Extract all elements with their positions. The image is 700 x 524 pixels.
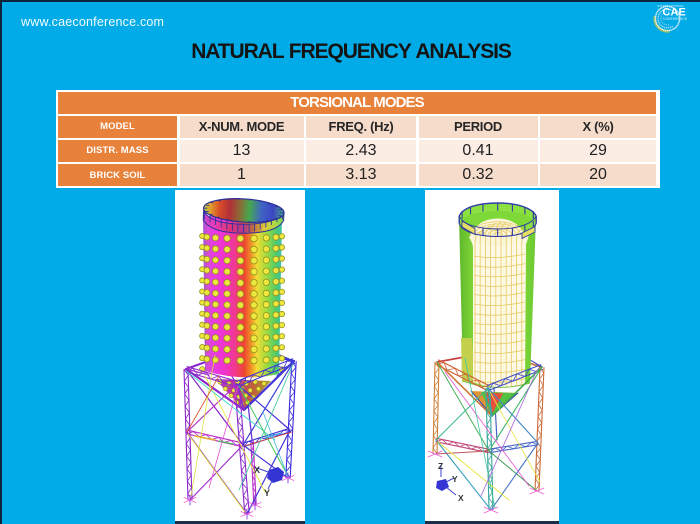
- svg-text:INTERNATIONAL: INTERNATIONAL: [658, 4, 685, 8]
- svg-text:Y: Y: [264, 488, 270, 498]
- svg-text:Z: Z: [438, 461, 443, 471]
- svg-text:CAE: CAE: [663, 7, 686, 19]
- svg-text:X: X: [254, 465, 260, 475]
- svg-text:X: X: [458, 493, 464, 503]
- svg-text:CONFERENCE: CONFERENCE: [663, 17, 687, 21]
- svg-text:Y: Y: [452, 474, 458, 484]
